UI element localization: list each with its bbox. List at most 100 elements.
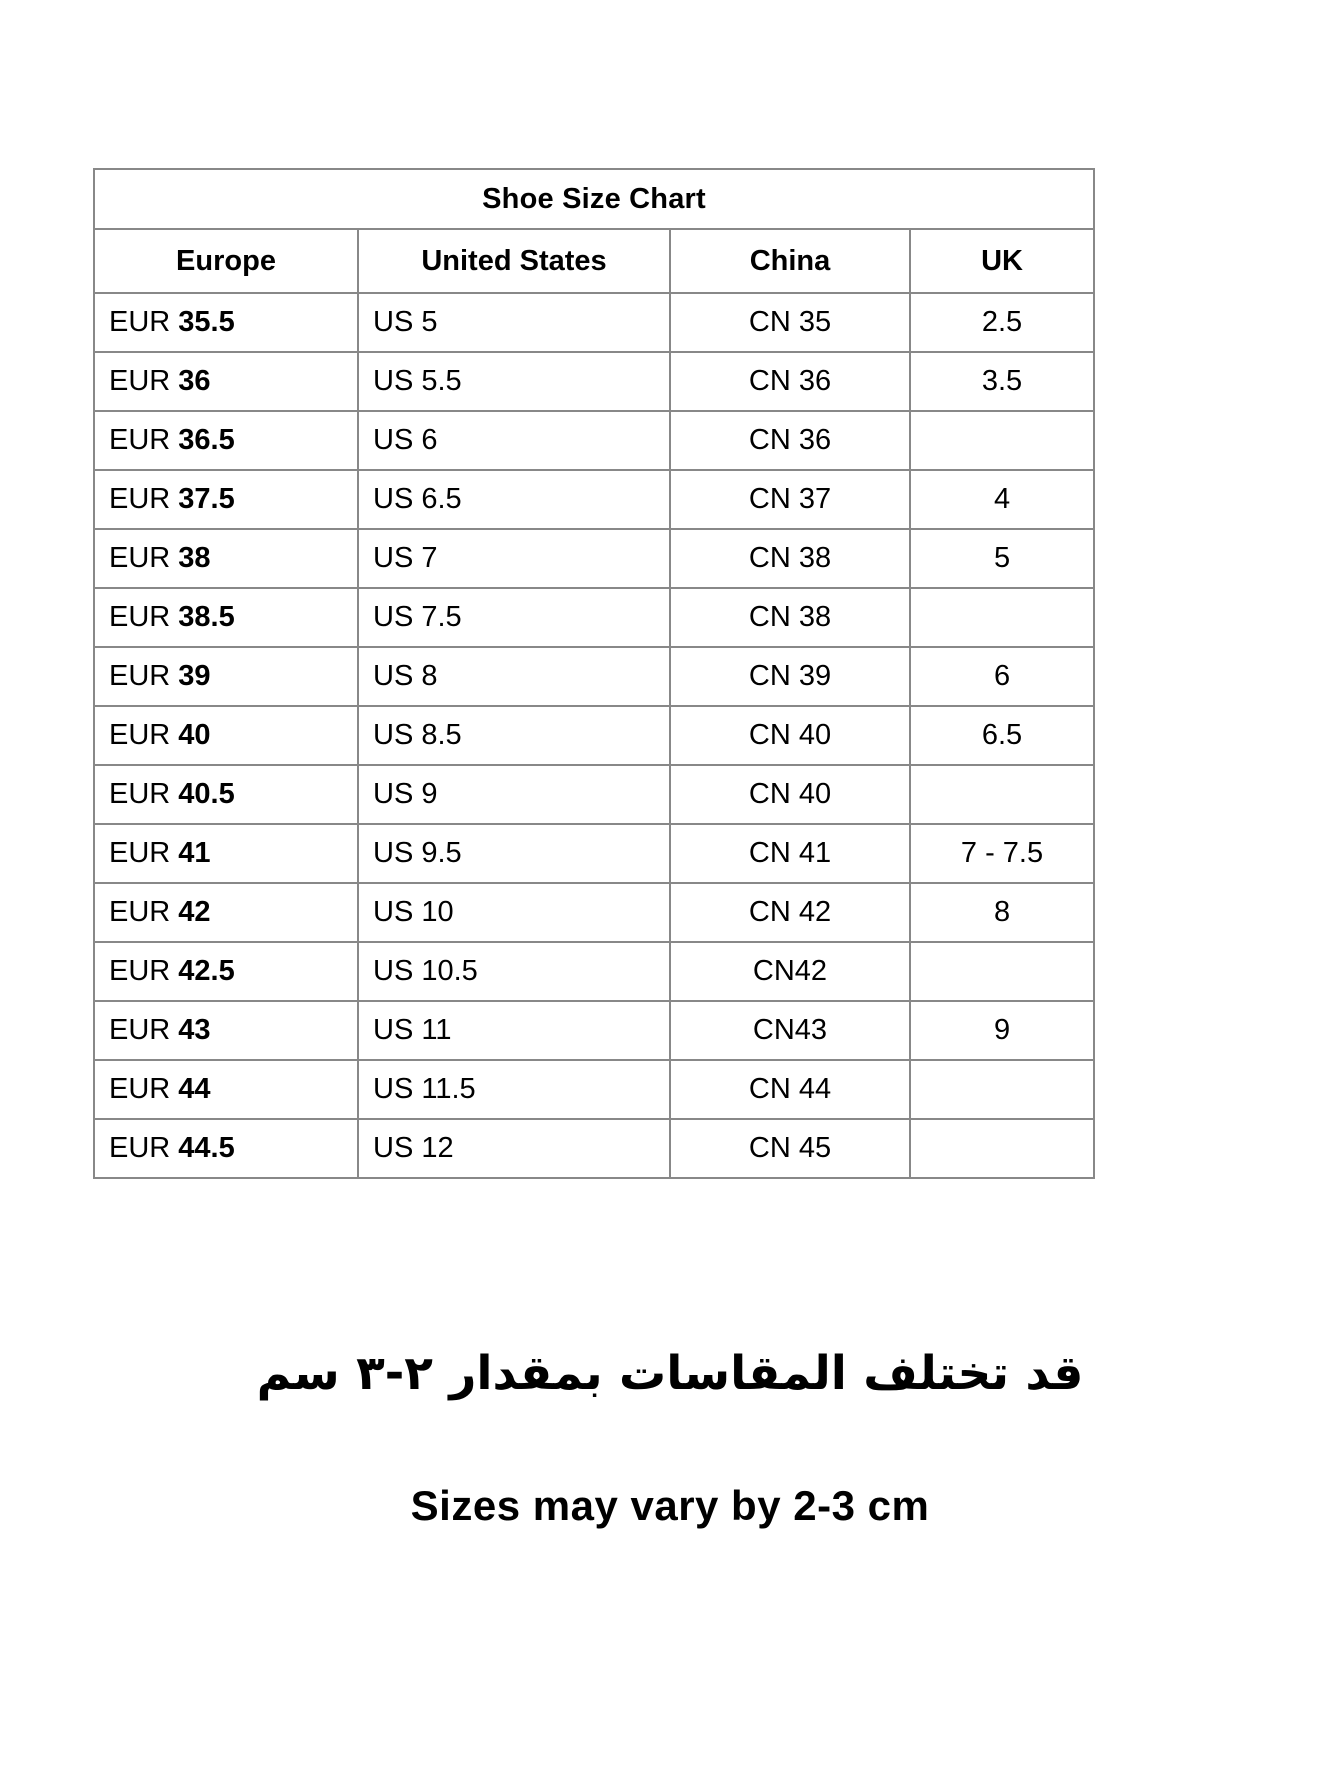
europe-prefix: EUR [109,483,179,515]
cell-united-states: US 8.5 [357,705,671,766]
table-row: EUR 41 US 9.5 CN 41 7 - 7.5 [93,823,1096,884]
europe-prefix: EUR [109,660,179,692]
cell-uk: 7 - 7.5 [908,823,1096,884]
europe-size: 38 [178,542,211,574]
table-row: EUR 37.5 US 6.5 CN 37 4 [93,469,1096,530]
europe-size: 43 [178,1014,211,1046]
column-header-china: China [669,228,911,294]
europe-size: 37.5 [178,483,235,515]
table-row: EUR 44 US 11.5 CN 44 [93,1059,1096,1120]
cell-china: CN 42 [669,882,911,943]
cell-europe: EUR 40.5 [93,764,359,825]
europe-prefix: EUR [109,542,179,574]
europe-prefix: EUR [109,955,179,987]
cell-uk: 9 [908,1000,1096,1061]
table-row: EUR 39 US 8 CN 39 6 [93,646,1096,707]
table-row: EUR 36.5 US 6 CN 36 [93,410,1096,471]
cell-europe: EUR 42 [93,882,359,943]
table-row: EUR 40 US 8.5 CN 40 6.5 [93,705,1096,766]
table-row: EUR 40.5 US 9 CN 40 [93,764,1096,825]
cell-uk [908,1118,1096,1179]
europe-size: 39 [178,660,211,692]
europe-size: 35.5 [178,306,235,338]
cell-china: CN 40 [669,705,911,766]
cell-uk [908,587,1096,648]
europe-size: 44.5 [178,1132,235,1164]
cell-united-states: US 11.5 [357,1059,671,1120]
size-conversion-table: Shoe Size Chart Europe United States Chi… [92,168,1096,1179]
cell-uk: 6.5 [908,705,1096,766]
cell-europe: EUR 36 [93,351,359,412]
cell-uk: 8 [908,882,1096,943]
cell-united-states: US 6.5 [357,469,671,530]
europe-prefix: EUR [109,1014,179,1046]
table-row: EUR 36 US 5.5 CN 36 3.5 [93,351,1096,412]
cell-uk: 3.5 [908,351,1096,412]
europe-prefix: EUR [109,896,179,928]
cell-europe: EUR 40 [93,705,359,766]
europe-size: 42.5 [178,955,235,987]
cell-china: CN43 [669,1000,911,1061]
europe-prefix: EUR [109,306,179,338]
table-header: Shoe Size Chart Europe United States Chi… [92,168,1096,294]
cell-united-states: US 12 [357,1118,671,1179]
cell-united-states: US 5.5 [357,351,671,412]
table-row: EUR 38 US 7 CN 38 5 [93,528,1096,589]
cell-china: CN 41 [669,823,911,884]
cell-uk: 4 [908,469,1096,530]
cell-uk [908,410,1096,471]
europe-size: 38.5 [178,601,235,633]
europe-prefix: EUR [109,719,179,751]
europe-prefix: EUR [109,837,179,869]
europe-prefix: EUR [109,778,179,810]
cell-united-states: US 7.5 [357,587,671,648]
cell-europe: EUR 41 [93,823,359,884]
table-row: EUR 43 US 11 CN43 9 [93,1000,1096,1061]
cell-uk [908,941,1096,1002]
table-row: EUR 42 US 10 CN 42 8 [93,882,1096,943]
cell-china: CN 36 [669,351,911,412]
cell-china: CN 36 [669,410,911,471]
cell-united-states: US 11 [357,1000,671,1061]
table-row: EUR 35.5 US 5 CN 35 2.5 [93,292,1096,353]
table-row: EUR 44.5 US 12 CN 45 [93,1118,1096,1179]
cell-united-states: US 5 [357,292,671,353]
cell-europe: EUR 43 [93,1000,359,1061]
cell-china: CN 45 [669,1118,911,1179]
europe-prefix: EUR [109,1073,179,1105]
cell-united-states: US 10.5 [357,941,671,1002]
cell-europe: EUR 44.5 [93,1118,359,1179]
table-body: EUR 35.5 US 5 CN 35 2.5 EUR 36 US 5.5 CN 36 3.5… [93,292,1096,1179]
cell-united-states: US 8 [357,646,671,707]
cell-europe: EUR 35.5 [93,292,359,353]
caption-arabic: قد تختلف المقاسات بمقدار ٢-٣ سم [256,1346,1084,1401]
europe-size: 40 [178,719,211,751]
cell-uk: 6 [908,646,1096,707]
cell-united-states: US 10 [357,882,671,943]
europe-prefix: EUR [109,601,179,633]
column-header-uk: UK [908,228,1096,294]
cell-europe: EUR 42.5 [93,941,359,1002]
table-column-header-row: Europe United States China UK [93,228,1096,294]
table-row: EUR 42.5 US 10.5 CN42 [93,941,1096,1002]
cell-china: CN42 [669,941,911,1002]
cell-uk: 5 [908,528,1096,589]
cell-europe: EUR 38.5 [93,587,359,648]
europe-size: 41 [178,837,211,869]
europe-size: 42 [178,896,211,928]
cell-china: CN 38 [669,528,911,589]
europe-size: 44 [178,1073,211,1105]
cell-united-states: US 6 [357,410,671,471]
table-title-row: Shoe Size Chart [92,168,1096,230]
cell-china: CN 35 [669,292,911,353]
cell-uk [908,1059,1096,1120]
europe-prefix: EUR [109,365,179,397]
cell-europe: EUR 39 [93,646,359,707]
cell-europe: EUR 36.5 [93,410,359,471]
cell-united-states: US 9 [357,764,671,825]
cell-uk [908,764,1096,825]
cell-china: CN 38 [669,587,911,648]
cell-china: CN 44 [669,1059,911,1120]
table-row: EUR 38.5 US 7.5 CN 38 [93,587,1096,648]
